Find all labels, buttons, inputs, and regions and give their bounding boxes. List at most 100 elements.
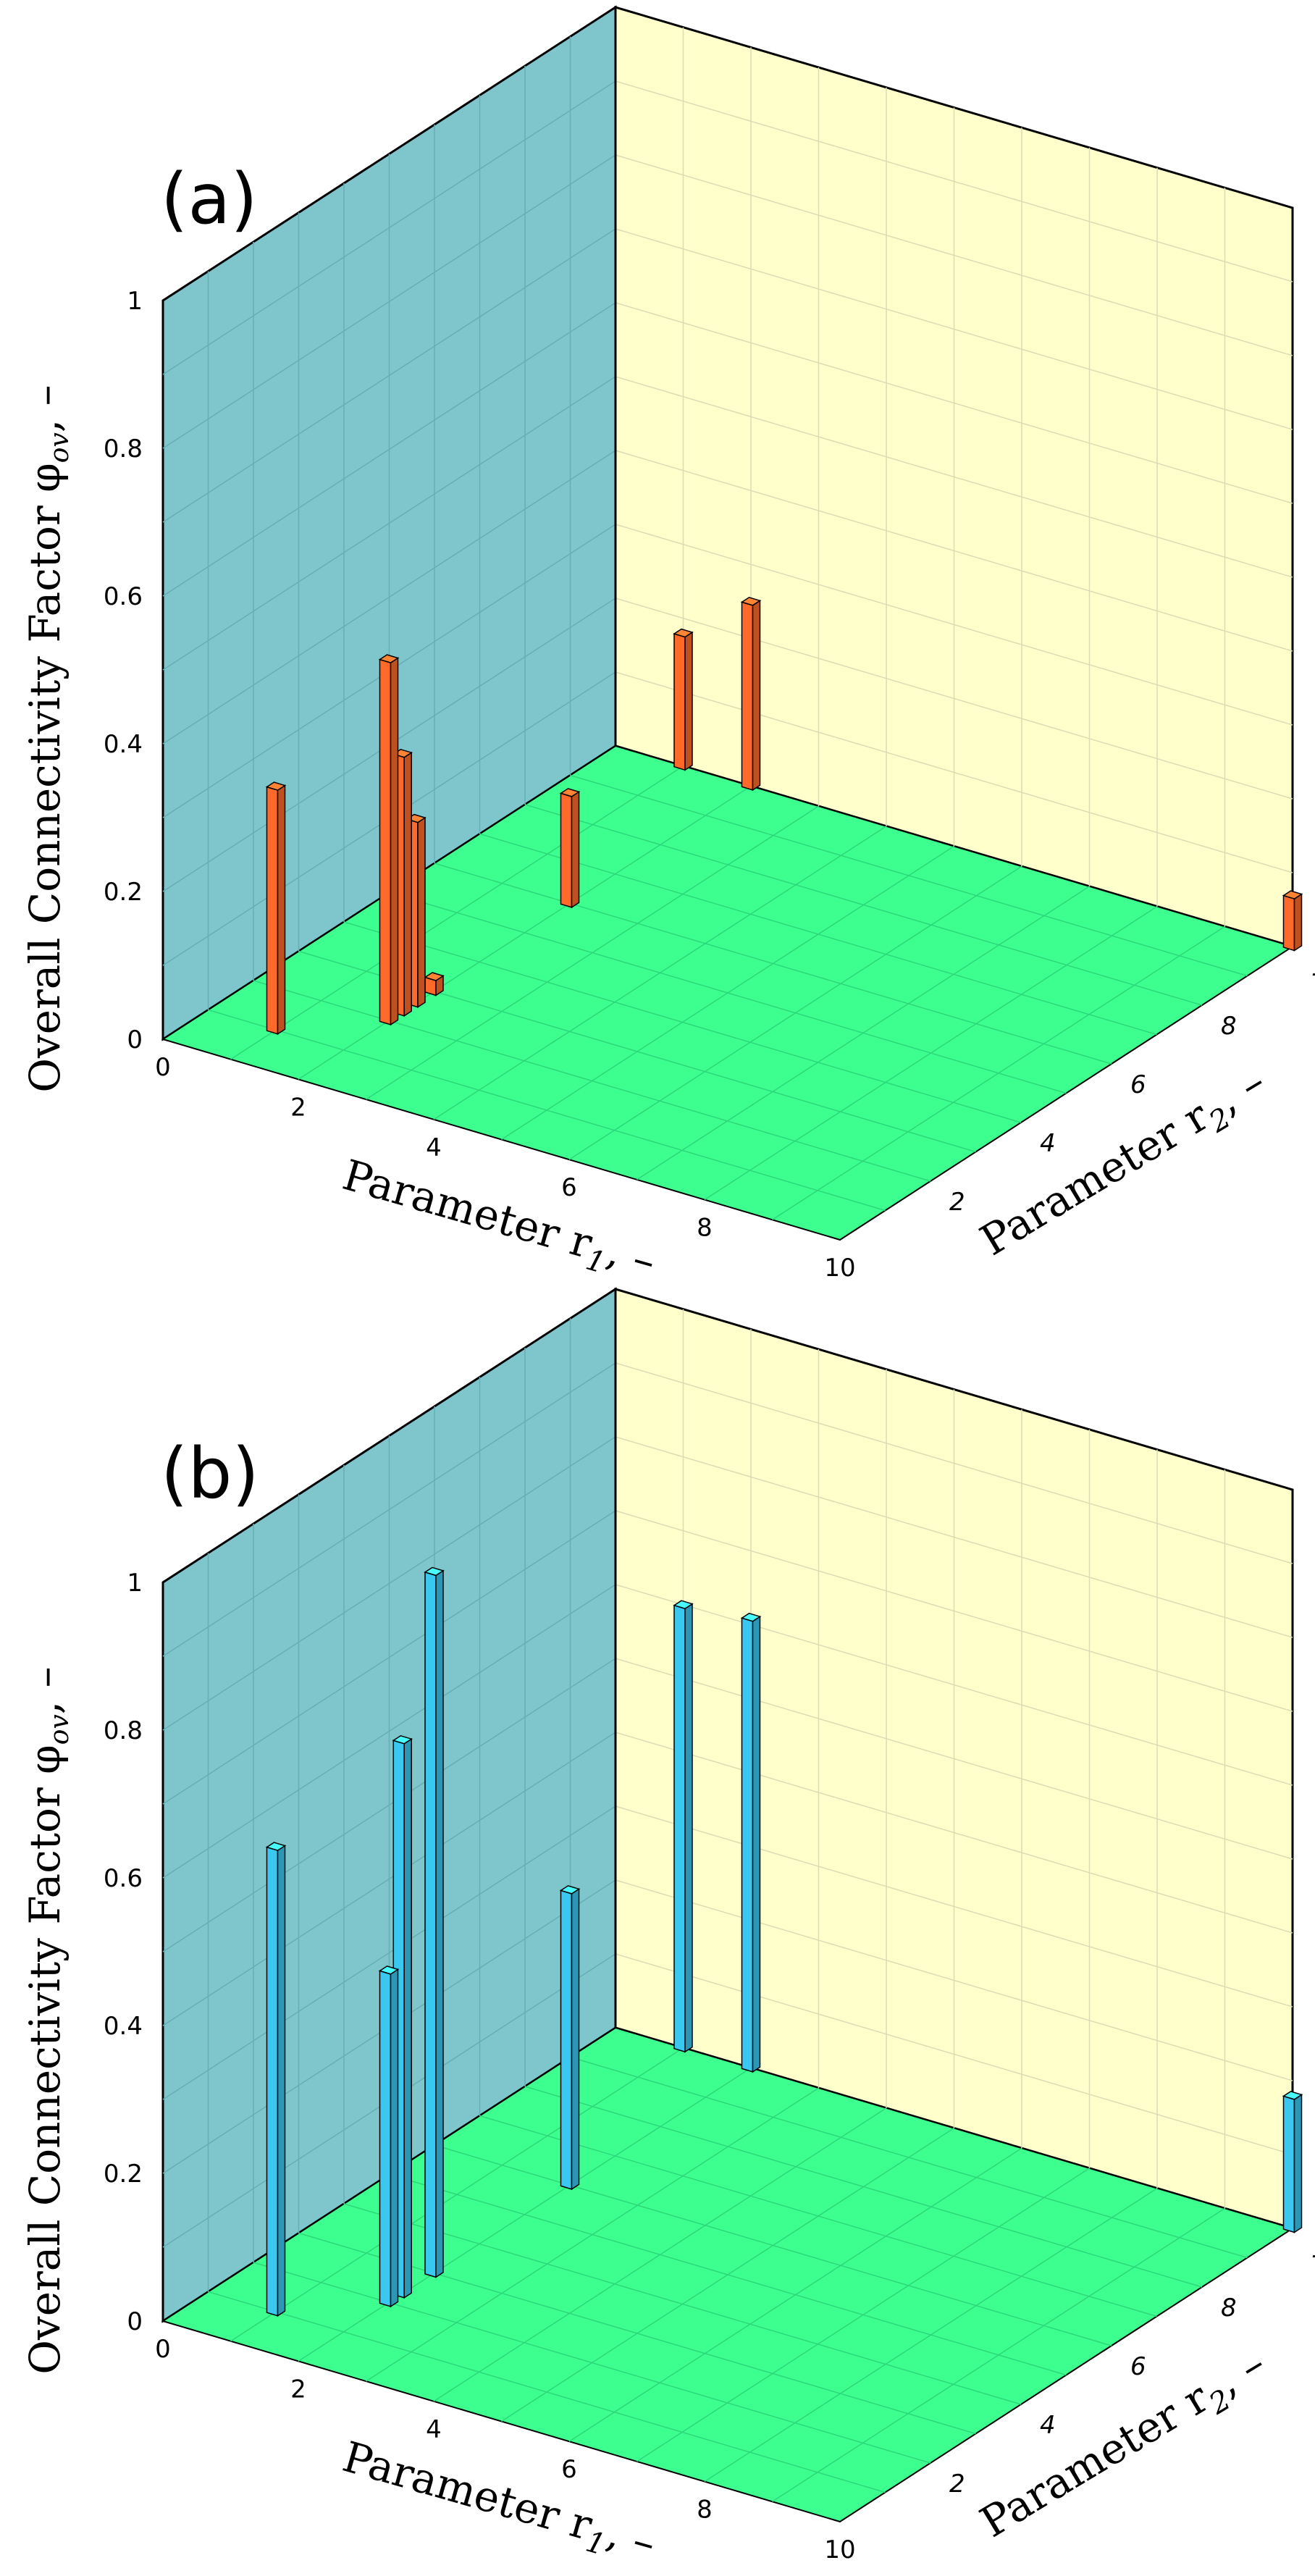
x-tick-label: 2 [290, 2375, 306, 2404]
back-wall-gridline [615, 671, 1293, 873]
back-wall-gridline [615, 376, 1293, 578]
bar [1282, 890, 1303, 952]
panel-label: (b) [161, 1433, 259, 1514]
back-wall-gridline [615, 1658, 1293, 1860]
bar [378, 654, 400, 1026]
left-wall-gridline [162, 1510, 616, 1805]
z-tick-label: 1 [127, 1569, 143, 1598]
back-wall-gridline [615, 1953, 1293, 2155]
bar-side-face [1293, 2094, 1303, 2233]
back-wall-gridline [615, 1436, 1293, 1638]
back-wall-gridline [615, 524, 1293, 726]
floor-gridline [570, 2056, 1248, 2259]
bar-side-face [684, 1603, 693, 2053]
bar-front-face [424, 1571, 437, 2278]
bar-side-face [417, 816, 426, 1008]
x-tick-label: 0 [155, 1053, 171, 1082]
bars [265, 597, 1303, 1036]
back-wall-gridline [615, 450, 1293, 652]
bar-side-face [277, 1845, 286, 2317]
y-tick-label: 10 [1311, 953, 1315, 982]
z-axis-ticks: 0 0.2 0.4 0.6 0.8 1 [104, 1569, 143, 2336]
z-tick-label: 0.8 [104, 435, 143, 463]
x-axis-title-main: Parameter r [337, 2432, 597, 2550]
x-axis-title-tail: , – [602, 1226, 661, 1287]
bar-top-face [673, 1600, 694, 1610]
bar-side-face [752, 600, 761, 792]
bar-top-face [378, 654, 400, 663]
x-axis-title-main: Parameter r [337, 1150, 597, 1268]
x-tick-label: 6 [561, 2455, 577, 2484]
x-tick-label: 4 [426, 2415, 442, 2444]
bar-front-face [560, 792, 573, 908]
bar-side-face [277, 784, 286, 1036]
bar-top-face [265, 781, 287, 791]
x-axis-ticks: 0 2 4 6 8 10 [155, 1053, 855, 1283]
bar-top-face [559, 1885, 581, 1895]
floor-gridline [637, 2168, 1090, 2462]
bars [265, 1566, 1303, 2317]
left-wall-gridline [162, 80, 616, 375]
y-tick-label: 8 [1221, 1012, 1237, 1041]
bar-side-face [403, 751, 412, 1018]
floor-gridline [434, 863, 1112, 1065]
z-tick-label: 0 [127, 1025, 143, 1054]
y-axis-ticks: 2 4 6 8 10 [949, 2235, 1315, 2499]
bar-top-face [424, 972, 445, 981]
left-wall-gridline [162, 450, 616, 744]
x-tick-label: 10 [824, 2535, 855, 2564]
floor-gridline [524, 2086, 1203, 2288]
x-tick-label: 6 [561, 1173, 577, 1202]
floor-gridline [501, 2127, 954, 2422]
left-wall-gridline [162, 1805, 616, 2100]
z-axis-title-tail: , – [20, 385, 70, 432]
bar-front-face [673, 1604, 686, 2053]
floor-gridline [704, 905, 1158, 1201]
x-tick-label: 10 [824, 1254, 855, 1283]
bar-side-face [390, 1968, 399, 2308]
back-wall-gridline [615, 154, 1293, 356]
floor-gridline [524, 804, 1203, 1006]
bar-top-face [392, 1734, 413, 1745]
left-wall-gridline [162, 1362, 616, 1657]
back-wall-gridline [615, 1362, 1293, 1564]
bar-side-face [684, 631, 693, 771]
bar-side-face [403, 1737, 412, 2299]
z-axis-title-main: Overall Connectivity Factor φ [20, 463, 70, 1092]
bar-side-face [435, 1569, 444, 2278]
panel-b: 0 0.2 0.4 0.6 0.8 1 0 2 4 6 8 10 2 4 6 8 10 (b) Overal… [20, 1287, 1315, 2568]
bar-side-face [390, 657, 399, 1026]
bar-top-face [378, 1965, 400, 1975]
z-tick-label: 0.2 [104, 878, 143, 907]
z-tick-label: 0.2 [104, 2160, 143, 2189]
z-axis-title-tail: , – [20, 1666, 70, 1714]
bar [378, 1965, 400, 2308]
back-wall-gridline [615, 1732, 1293, 1934]
left-wall-gridline [162, 302, 616, 597]
bar [673, 1600, 694, 2053]
bar-top-face [1282, 2091, 1303, 2100]
y-axis-ticks: 2 4 6 8 10 [949, 953, 1315, 1217]
bar-front-face [1282, 2095, 1295, 2233]
bar-front-face [379, 658, 392, 1025]
left-wall-gridline [162, 376, 616, 671]
back-wall-gridline [615, 1510, 1293, 1712]
z-tick-label: 0.6 [104, 582, 143, 611]
bar-front-face [741, 1617, 754, 2073]
bar-top-face [265, 1842, 287, 1851]
back-wall-gridline [615, 302, 1293, 504]
left-wall-gridline [162, 1436, 616, 1731]
bar-top-face [673, 628, 694, 638]
bar-front-face [379, 1970, 392, 2307]
y-tick-label: 6 [1130, 2352, 1146, 2381]
bar-top-face [740, 597, 762, 606]
z-tick-label: 0.4 [104, 2012, 143, 2041]
bar-side-face [1293, 893, 1303, 952]
z-axis-title-main: Overall Connectivity Factor φ [20, 1745, 70, 2374]
floor-gridline [434, 2144, 1112, 2346]
back-wall-gridline [615, 597, 1293, 800]
floor-gridline [704, 2187, 1158, 2483]
bar-side-face [752, 1615, 761, 2073]
bar [265, 1842, 287, 2317]
